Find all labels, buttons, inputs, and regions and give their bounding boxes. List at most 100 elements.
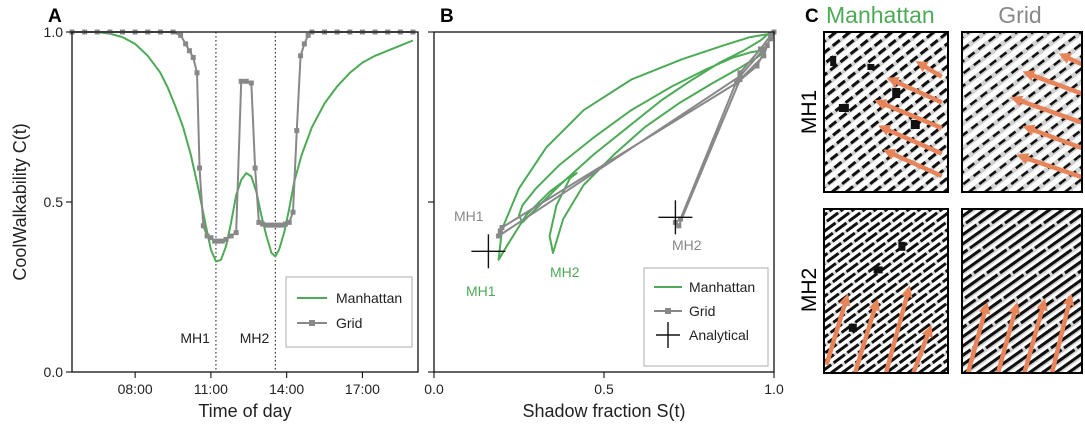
sun-arrow bbox=[965, 301, 991, 373]
legend-b-analytical-label: Analytical bbox=[689, 327, 749, 343]
street-line bbox=[824, 35, 948, 141]
ytick-label: 1.0 bbox=[44, 24, 64, 40]
shadow-line bbox=[976, 296, 1082, 373]
panel-a-ylabel: CoolWalkability C(t) bbox=[10, 123, 30, 280]
grid-point bbox=[208, 235, 214, 241]
shadow-line bbox=[896, 333, 948, 373]
grid-point bbox=[223, 236, 229, 242]
legend-grid-label: Grid bbox=[336, 315, 362, 331]
grid-point-b bbox=[764, 43, 770, 49]
shadow-line bbox=[963, 286, 1082, 373]
shadow-line bbox=[962, 259, 1082, 349]
shadow-line bbox=[962, 78, 1082, 175]
panel-a: A MH1 MH2 08:00 11:00 14:00 17:00 0.0 0.5 1.0 T… bbox=[10, 6, 419, 421]
sun-arrow bbox=[824, 293, 851, 366]
street-line bbox=[824, 209, 873, 247]
grid-point bbox=[215, 238, 221, 244]
grid-point-b bbox=[734, 80, 740, 86]
shadow-line bbox=[962, 209, 1026, 256]
shadow-line bbox=[830, 284, 948, 373]
shadow-line bbox=[962, 209, 1039, 265]
grid-point-b bbox=[754, 63, 760, 69]
shadow-line bbox=[824, 251, 948, 348]
xtick-label: 11:00 bbox=[194, 381, 228, 397]
panel-a-legend: Manhattan Grid bbox=[285, 276, 413, 348]
map-frame-manhattan-mh1 bbox=[823, 31, 949, 193]
grid-point bbox=[204, 233, 210, 239]
building-block bbox=[848, 323, 857, 332]
grid-point bbox=[286, 219, 292, 225]
shadow-line bbox=[824, 209, 922, 283]
legend-b-grid-marker bbox=[665, 308, 671, 314]
street-line bbox=[824, 209, 917, 280]
grid-point-b bbox=[678, 216, 683, 222]
map-manhattan-mh1 bbox=[504, 32, 948, 192]
panel-c-row-mh2: MH2 bbox=[798, 268, 821, 312]
street-line bbox=[1024, 145, 1082, 192]
grid-point bbox=[301, 41, 307, 47]
street-line bbox=[962, 32, 1012, 73]
shadow-line bbox=[962, 209, 1052, 275]
grid-point bbox=[260, 221, 266, 227]
street-line bbox=[962, 283, 1082, 373]
street-line bbox=[824, 209, 906, 272]
grid-point bbox=[294, 128, 300, 134]
building-block bbox=[830, 56, 837, 66]
grid-point bbox=[238, 78, 244, 84]
sun-arrow bbox=[1049, 293, 1075, 373]
street-line bbox=[962, 236, 1082, 327]
shadow-line bbox=[824, 32, 907, 100]
grid-point bbox=[279, 222, 285, 228]
street-line bbox=[962, 218, 1082, 308]
street-line bbox=[824, 91, 948, 192]
street-line bbox=[894, 147, 948, 192]
grid-point bbox=[263, 222, 269, 228]
shadow-line bbox=[962, 32, 1082, 126]
street-line bbox=[504, 32, 704, 192]
sun-arrow bbox=[883, 149, 943, 179]
legend-grid-marker bbox=[309, 320, 315, 326]
grid-point-b bbox=[676, 223, 682, 229]
shadow-line bbox=[1015, 324, 1082, 373]
shadow-line bbox=[824, 86, 948, 190]
shadow-line bbox=[962, 209, 1078, 293]
map-frame-grid-mh1 bbox=[961, 31, 1083, 193]
street-line bbox=[962, 209, 1008, 243]
street-line bbox=[824, 214, 948, 312]
grid-point-b bbox=[737, 73, 743, 79]
shadow-line bbox=[859, 119, 948, 192]
grid-point bbox=[290, 209, 296, 215]
street-line bbox=[962, 32, 1028, 85]
shadow-line bbox=[968, 103, 1082, 192]
panel-a-series bbox=[69, 29, 416, 263]
street-line bbox=[574, 32, 774, 192]
street-line bbox=[824, 209, 948, 304]
street-line bbox=[868, 312, 948, 373]
street-line bbox=[962, 227, 1082, 317]
street-line bbox=[962, 34, 1082, 134]
street-line bbox=[962, 96, 1082, 192]
shadow-line bbox=[831, 97, 948, 192]
street-line bbox=[962, 274, 1082, 364]
sun-arrow bbox=[1022, 124, 1082, 151]
panel-c-column-grid: Grid bbox=[998, 2, 1041, 28]
street-line bbox=[1040, 158, 1082, 192]
panel-a-vlines: MH1 MH2 bbox=[180, 32, 276, 372]
street-line bbox=[962, 71, 1082, 171]
grid-point bbox=[228, 233, 234, 239]
shadow-line bbox=[824, 74, 948, 178]
street-line bbox=[846, 296, 948, 373]
building-block bbox=[873, 266, 883, 274]
street-line bbox=[866, 124, 948, 192]
xtick-label: 14:00 bbox=[269, 381, 304, 397]
grid-point bbox=[219, 238, 225, 244]
sun-arrow bbox=[874, 99, 943, 131]
panel-a-legend-box bbox=[285, 276, 413, 348]
shadow-line bbox=[824, 209, 933, 291]
grid-point-b bbox=[761, 46, 767, 52]
grid-point bbox=[298, 53, 304, 59]
grid-point bbox=[271, 222, 277, 228]
shadow-line bbox=[824, 41, 948, 145]
vline-label-mh2: MH2 bbox=[240, 330, 270, 346]
